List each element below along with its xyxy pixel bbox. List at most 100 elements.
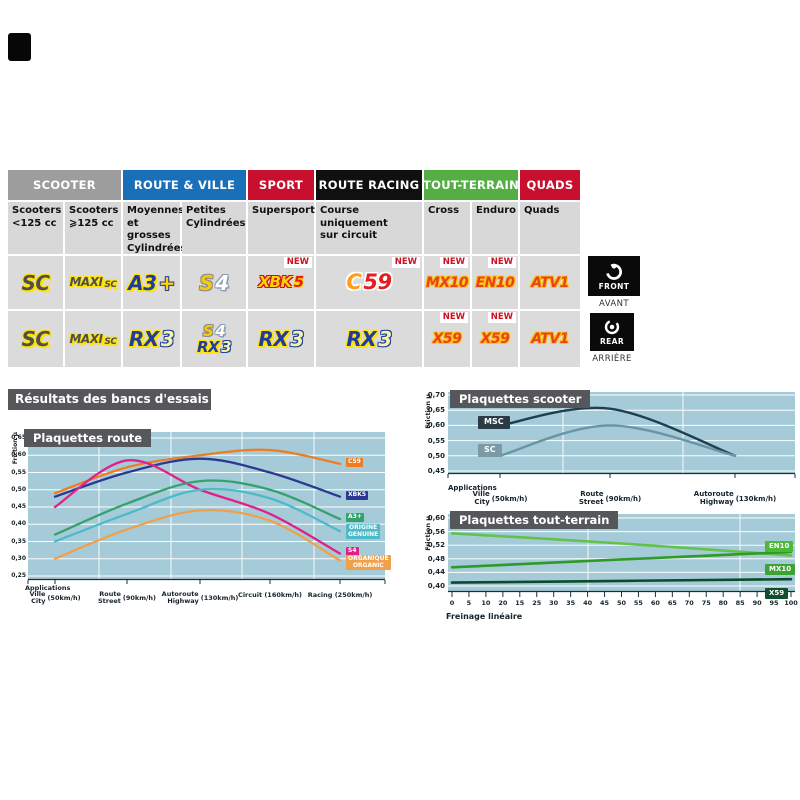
product-cell: A3 + bbox=[123, 256, 180, 309]
applications-label: Applications bbox=[25, 584, 71, 592]
series-label-ORIGINE / GENUINE: ORIGINE GENUINE bbox=[346, 524, 381, 540]
series-label-X59: X59 bbox=[765, 588, 789, 599]
subheader-supersport: Supersport bbox=[248, 202, 315, 254]
product-cell: NEW C 59 bbox=[316, 256, 422, 309]
series-label-A3+: A3+ bbox=[346, 513, 364, 522]
x-tick-label: 45 bbox=[600, 599, 610, 607]
plot-area: Plaquettes tout-terrain bbox=[448, 511, 795, 597]
subheader-scooters-big: Scooters ⩾125 cc bbox=[65, 202, 121, 254]
y-tick-label: 0,48 bbox=[427, 554, 445, 563]
product-cell: SC bbox=[8, 311, 63, 367]
y-tick-label: 0,55 bbox=[427, 436, 445, 445]
rear-brake-disc-icon bbox=[604, 319, 620, 335]
front-label: FRONT bbox=[598, 282, 630, 291]
product-cell: RX 3 bbox=[316, 311, 422, 367]
new-badge: NEW bbox=[487, 312, 516, 323]
group-header-route-ville: ROUTE & VILLE bbox=[123, 170, 246, 200]
product-cell: NEW EN10 bbox=[472, 256, 518, 309]
subheader-moyennes: Moyennes et grosses Cylindrées bbox=[123, 202, 186, 254]
x-category-label: Autoroute Highway (130km/h) bbox=[161, 590, 239, 606]
product-cell: SC bbox=[8, 256, 63, 309]
x-tick-label: 0 bbox=[449, 599, 455, 607]
x-tick-label: 100 bbox=[784, 599, 798, 607]
subheader-course-circuit: Course uniquement sur circuit bbox=[316, 202, 422, 254]
series-label-XBK5: XBK5 bbox=[346, 491, 369, 500]
subheader-scooters-small: Scooters <125 cc bbox=[8, 202, 63, 254]
product-logo: ATV1 bbox=[531, 331, 569, 347]
product-logo: XBK 5 bbox=[258, 273, 304, 291]
y-tick-label: 0,56 bbox=[427, 527, 445, 536]
series-label-SC: SC bbox=[478, 444, 502, 457]
y-tick-label: 0,40 bbox=[427, 582, 445, 590]
product-logo: C 59 bbox=[346, 270, 392, 294]
product-cell: ATV1 bbox=[520, 311, 580, 367]
y-tick-label: 0,65 bbox=[11, 434, 26, 441]
new-badge: NEW bbox=[439, 257, 468, 268]
x-tick-label: 30 bbox=[549, 599, 559, 607]
x-category-label: Route Street (90km/h) bbox=[97, 590, 156, 606]
series-line-MSC bbox=[498, 406, 737, 457]
x-tick-label: 25 bbox=[532, 599, 542, 607]
x-tick-label: 5 bbox=[466, 599, 472, 607]
results-title: Résultats des bancs d'essais bbox=[8, 389, 211, 410]
product-logo: X59 bbox=[432, 331, 462, 347]
y-axis-ticks: 0,65 0,60 0,55 0,50 0,45 0,40 0,35 0,30 0,25 bbox=[10, 426, 26, 586]
x-tick-label: 55 bbox=[633, 599, 643, 607]
x-category-label: Racing (250km/h) bbox=[307, 591, 373, 599]
x-tick-label: 50 bbox=[616, 599, 627, 607]
product-logo: MAXI SC bbox=[69, 275, 117, 290]
series-line-MX10 bbox=[450, 550, 793, 569]
new-badge: NEW bbox=[283, 257, 312, 268]
group-header-scooter: SCOOTER bbox=[8, 170, 121, 200]
x-tick-label: 85 bbox=[735, 599, 745, 607]
subheader-enduro: Enduro bbox=[472, 202, 518, 254]
x-tick-label: 15 bbox=[515, 599, 525, 607]
chart-plaquettes-scooter: Friction µ 0,70 0,65 0,60 0,55 0,50 0,45 Plaq… bbox=[424, 386, 800, 506]
new-badge: NEW bbox=[391, 257, 420, 268]
new-badge: NEW bbox=[487, 257, 516, 268]
x-tick-label: 60 bbox=[650, 599, 660, 607]
product-cell: NEW X59 bbox=[424, 311, 470, 367]
y-tick-label: 0,30 bbox=[11, 554, 26, 562]
subheader-quads: Quads bbox=[520, 202, 580, 254]
chart-plaquettes-route: Friction µ 0,65 0,60 0,55 0,50 0,45 0,40 0,35 0… bbox=[10, 426, 402, 622]
series-label-EN10: EN10 bbox=[765, 541, 794, 552]
product-logo: MX10 bbox=[425, 274, 469, 291]
x-category-label: Route Street (90km/h) bbox=[578, 490, 642, 506]
product-cell: NEW XBK 5 bbox=[248, 256, 314, 309]
x-tick-label: 35 bbox=[566, 599, 576, 607]
x-tick-label: 65 bbox=[667, 599, 677, 607]
product-logo: RX 3 bbox=[346, 327, 392, 351]
subheader-petites: Petites Cylindrées bbox=[182, 202, 246, 254]
chart-title: Plaquettes tout-terrain bbox=[450, 511, 619, 529]
x-tick-label: 95 bbox=[769, 599, 779, 607]
front-axle-badge: FRONT AVANT bbox=[588, 256, 640, 309]
product-table: SCOOTER ROUTE & VILLE SPORT ROUTE RACING… bbox=[8, 170, 580, 367]
group-header-sport: SPORT bbox=[248, 170, 314, 200]
y-tick-label: 0,65 bbox=[427, 406, 445, 415]
y-tick-label: 0,25 bbox=[11, 572, 26, 579]
series-line-ORIGINE / GENUINE bbox=[53, 487, 342, 543]
product-logo: EN10 bbox=[475, 274, 515, 291]
x-category-label: Ville City (50km/h) bbox=[29, 590, 81, 606]
x-category-label: Autoroute Highway (130km/h) bbox=[693, 490, 777, 506]
chart-title: Plaquettes scooter bbox=[450, 390, 591, 408]
y-tick-label: 0,44 bbox=[427, 568, 445, 577]
series-line-A3+ bbox=[53, 479, 342, 536]
product-logo: A3 + bbox=[128, 270, 175, 295]
x-tick-label: 40 bbox=[583, 599, 593, 607]
product-logo: SC bbox=[21, 327, 50, 351]
y-tick-label: 0,60 bbox=[427, 421, 445, 430]
product-cell: RX 3 bbox=[123, 311, 180, 367]
y-tick-label: 0,52 bbox=[427, 541, 445, 550]
series-label-C59: C59 bbox=[346, 458, 363, 467]
group-header-tout-terrain: TOUT-TERRAIN bbox=[423, 170, 519, 200]
product-cell: NEW MX10 bbox=[424, 256, 470, 309]
x-category-label: Ville City (50km/h) bbox=[472, 490, 528, 506]
x-category-label: Circuit (160km/h) bbox=[238, 591, 302, 599]
product-cell: NEW X59 bbox=[472, 311, 518, 367]
y-tick-label: 0,45 bbox=[11, 503, 26, 510]
